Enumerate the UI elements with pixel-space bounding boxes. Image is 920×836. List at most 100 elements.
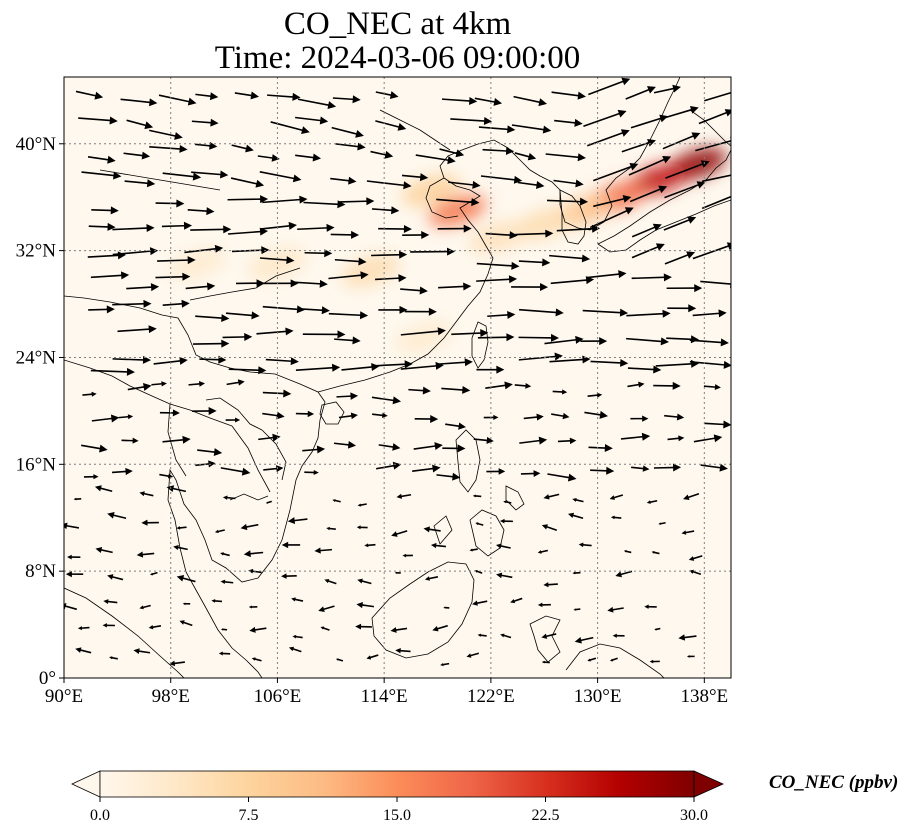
wind-arrow (91, 414, 120, 423)
wind-arrow (355, 623, 372, 630)
wind-arrow (258, 433, 281, 442)
wind-arrow (537, 602, 551, 608)
wind-arrow (654, 627, 661, 631)
wind-arrow (590, 358, 629, 367)
wind-arrow (197, 448, 223, 457)
wind-arrow (584, 410, 608, 419)
wind-arrow (240, 523, 259, 531)
wind-arrow (644, 604, 657, 609)
wind-arrow (267, 92, 301, 101)
wind-arrow (590, 466, 615, 475)
wind-arrow (139, 491, 154, 497)
wind-arrow (88, 305, 115, 314)
wind-arrow (375, 120, 407, 131)
wind-arrow (107, 574, 124, 581)
wind-arrow (627, 365, 662, 374)
wind-arrow (179, 620, 193, 627)
wind-arrow (357, 578, 372, 585)
wind-arrow (333, 440, 357, 449)
wind-arrow (162, 435, 191, 444)
wind-arrow (476, 261, 520, 270)
wind-arrow (187, 207, 215, 216)
wind-arrow (664, 251, 696, 265)
wind-arrow (302, 330, 346, 339)
wind-arrow (629, 185, 668, 203)
wind-arrow (297, 98, 337, 110)
wind-arrow (372, 412, 388, 419)
wind-arrow (485, 231, 518, 240)
wind-arrow (572, 497, 584, 503)
wind-arrow (328, 271, 369, 280)
wind-arrow (162, 299, 190, 308)
wind-arrow (583, 109, 627, 128)
wind-arrow (477, 333, 515, 342)
wind-arrow (109, 656, 118, 660)
wind-arrow (94, 485, 113, 493)
wind-arrow (653, 381, 681, 390)
wind-arrow (107, 511, 127, 520)
wind-arrow (395, 648, 411, 654)
wind-arrow (552, 389, 568, 395)
wind-arrow (589, 207, 634, 229)
wind-arrow (541, 660, 550, 664)
lon-tick-label: 122°E (467, 686, 515, 707)
wind-arrow (330, 230, 360, 239)
wind-arrow (546, 197, 589, 206)
wind-arrow (265, 357, 299, 366)
wind-arrow (474, 97, 503, 106)
wind-arrow (626, 337, 669, 346)
wind-arrow (64, 522, 80, 530)
wind-arrow (118, 414, 134, 420)
wind-arrow (400, 361, 444, 370)
wind-arrow (78, 116, 118, 125)
wind-arrow (265, 500, 272, 504)
wind-arrow (182, 602, 191, 606)
wind-arrow (260, 221, 297, 230)
colorbar-label: CO_NEC (ppbv) (769, 772, 898, 793)
lon-tick-label: 98°E (152, 686, 190, 707)
wind-arrow (366, 654, 379, 660)
wind-arrow (256, 279, 299, 288)
wind-arrow (87, 155, 116, 164)
wind-arrow (67, 554, 81, 560)
wind-arrow (263, 465, 284, 473)
wind-arrow (270, 121, 310, 135)
wind-arrow (537, 549, 549, 554)
wind-arrow (401, 173, 429, 182)
wind-arrow (375, 274, 407, 283)
wind-arrow (510, 597, 523, 604)
wind-arrow (545, 153, 586, 162)
wind-arrow (256, 327, 294, 336)
wind-arrow (64, 603, 78, 611)
wind-arrow (378, 225, 412, 234)
wind-arrow (476, 275, 518, 284)
wind-arrow (226, 379, 245, 386)
wind-arrow (664, 106, 699, 119)
wind-arrow (75, 90, 104, 100)
wind-arrow (222, 332, 253, 341)
wind-arrow (148, 625, 162, 630)
plume-blob (515, 207, 574, 241)
wind-arrow (549, 254, 591, 263)
wind-arrow (149, 129, 183, 140)
wind-arrow (543, 493, 560, 500)
lon-tick-label: 106°E (254, 686, 302, 707)
wind-arrow (371, 396, 402, 405)
wind-arrow (90, 367, 135, 376)
wind-arrow (281, 541, 301, 549)
wind-arrow (518, 352, 563, 361)
wind-arrow (678, 634, 697, 641)
wind-arrow (410, 247, 456, 256)
wind-arrow (615, 570, 633, 578)
latitude-axis: 0° 8°N 16°N 24°N 32°N 40°N (16, 134, 64, 689)
wind-arrow (541, 633, 557, 639)
wind-arrow (523, 413, 544, 421)
wind-arrow (375, 91, 399, 99)
wind-arrow (630, 415, 649, 422)
wind-arrow (649, 659, 660, 664)
wind-arrow (191, 170, 229, 179)
wind-arrow (408, 386, 431, 395)
wind-arrow (301, 306, 330, 315)
wind-arrow (220, 579, 234, 585)
wind-arrow (185, 282, 216, 291)
